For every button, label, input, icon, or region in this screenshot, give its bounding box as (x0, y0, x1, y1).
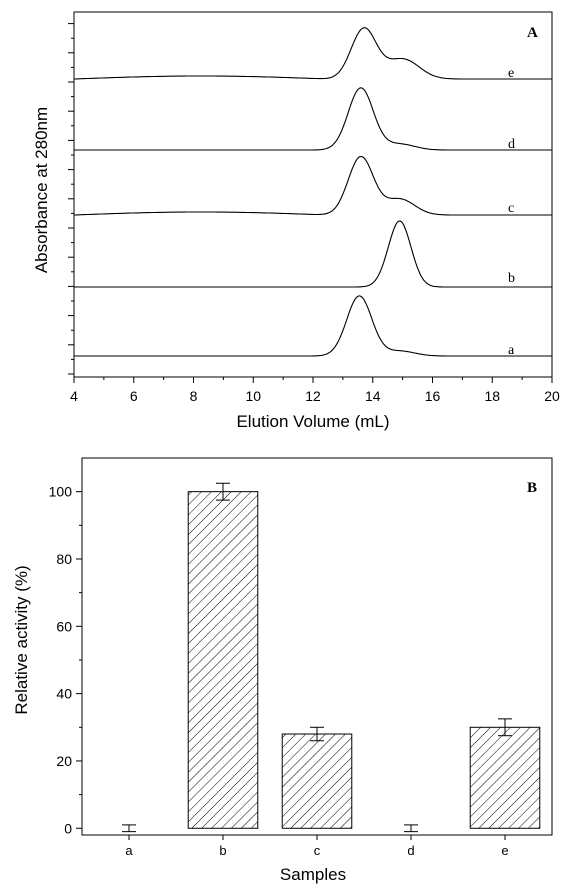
x-axis-ticks: 4 6 8 10 12 14 16 18 20 (70, 377, 560, 404)
category-label-d: d (407, 843, 414, 858)
chromatogram-x-axis-label: Elution Volume (mL) (236, 412, 389, 431)
x-tick-label: 8 (190, 388, 198, 404)
activity-y-axis-label: Relative activity (%) (12, 565, 31, 714)
trace-label-e: e (508, 66, 514, 81)
activity-y-tick-label: 20 (56, 753, 72, 769)
chromatogram-plot-frame (73, 11, 553, 378)
activity-y-tick-label: 60 (56, 618, 72, 634)
x-tick-label: 6 (130, 388, 138, 404)
category-label-a: a (125, 843, 133, 858)
trace-d (74, 87, 552, 151)
panel-letter-a: A (527, 25, 538, 41)
activity-y-axis-ticks: 0 20 40 60 80 100 (49, 484, 82, 836)
bar-e (469, 726, 541, 829)
trace-e (74, 27, 552, 80)
category-label-e: e (501, 843, 508, 858)
trace-label-b: b (508, 271, 515, 286)
panel-letter-b: B (527, 480, 537, 496)
trace-label-a: a (508, 343, 515, 358)
trace-b (74, 220, 552, 288)
y-axis-ticks (68, 23, 74, 375)
x-tick-label: 20 (544, 388, 560, 404)
x-tick-label: 14 (365, 388, 381, 404)
category-label-b: b (219, 843, 226, 858)
chromatogram-y-axis-label: Absorbance at 280nm (32, 107, 51, 273)
activity-y-tick-label: 100 (49, 484, 73, 500)
activity-y-tick-label: 0 (64, 820, 72, 836)
chromatogram-panel: a b c d e 4 6 8 10 12 14 16 18 20 A Elution Volume (… (32, 11, 560, 431)
activity-bars (122, 482, 541, 833)
x-tick-label: 12 (305, 388, 321, 404)
activity-y-tick-label: 80 (56, 551, 72, 567)
x-tick-label: 4 (70, 388, 78, 404)
x-tick-label: 16 (425, 388, 441, 404)
activity-panel: 0 20 40 60 80 100 a b c d e B Samples Relative ac… (12, 457, 553, 884)
bar-b (187, 491, 259, 829)
trace-label-d: d (508, 137, 515, 152)
x-tick-label: 10 (245, 388, 261, 404)
chromatogram-traces: a b c d e (74, 27, 552, 358)
trace-label-c: c (508, 201, 514, 216)
trace-a (74, 295, 552, 357)
bar-c (281, 733, 353, 829)
activity-x-axis-ticks: a b c d e (125, 835, 509, 858)
x-tick-label: 18 (484, 388, 500, 404)
category-label-c: c (314, 843, 321, 858)
activity-x-axis-label: Samples (280, 865, 346, 884)
trace-c (74, 155, 552, 216)
activity-y-tick-label: 40 (56, 686, 72, 702)
